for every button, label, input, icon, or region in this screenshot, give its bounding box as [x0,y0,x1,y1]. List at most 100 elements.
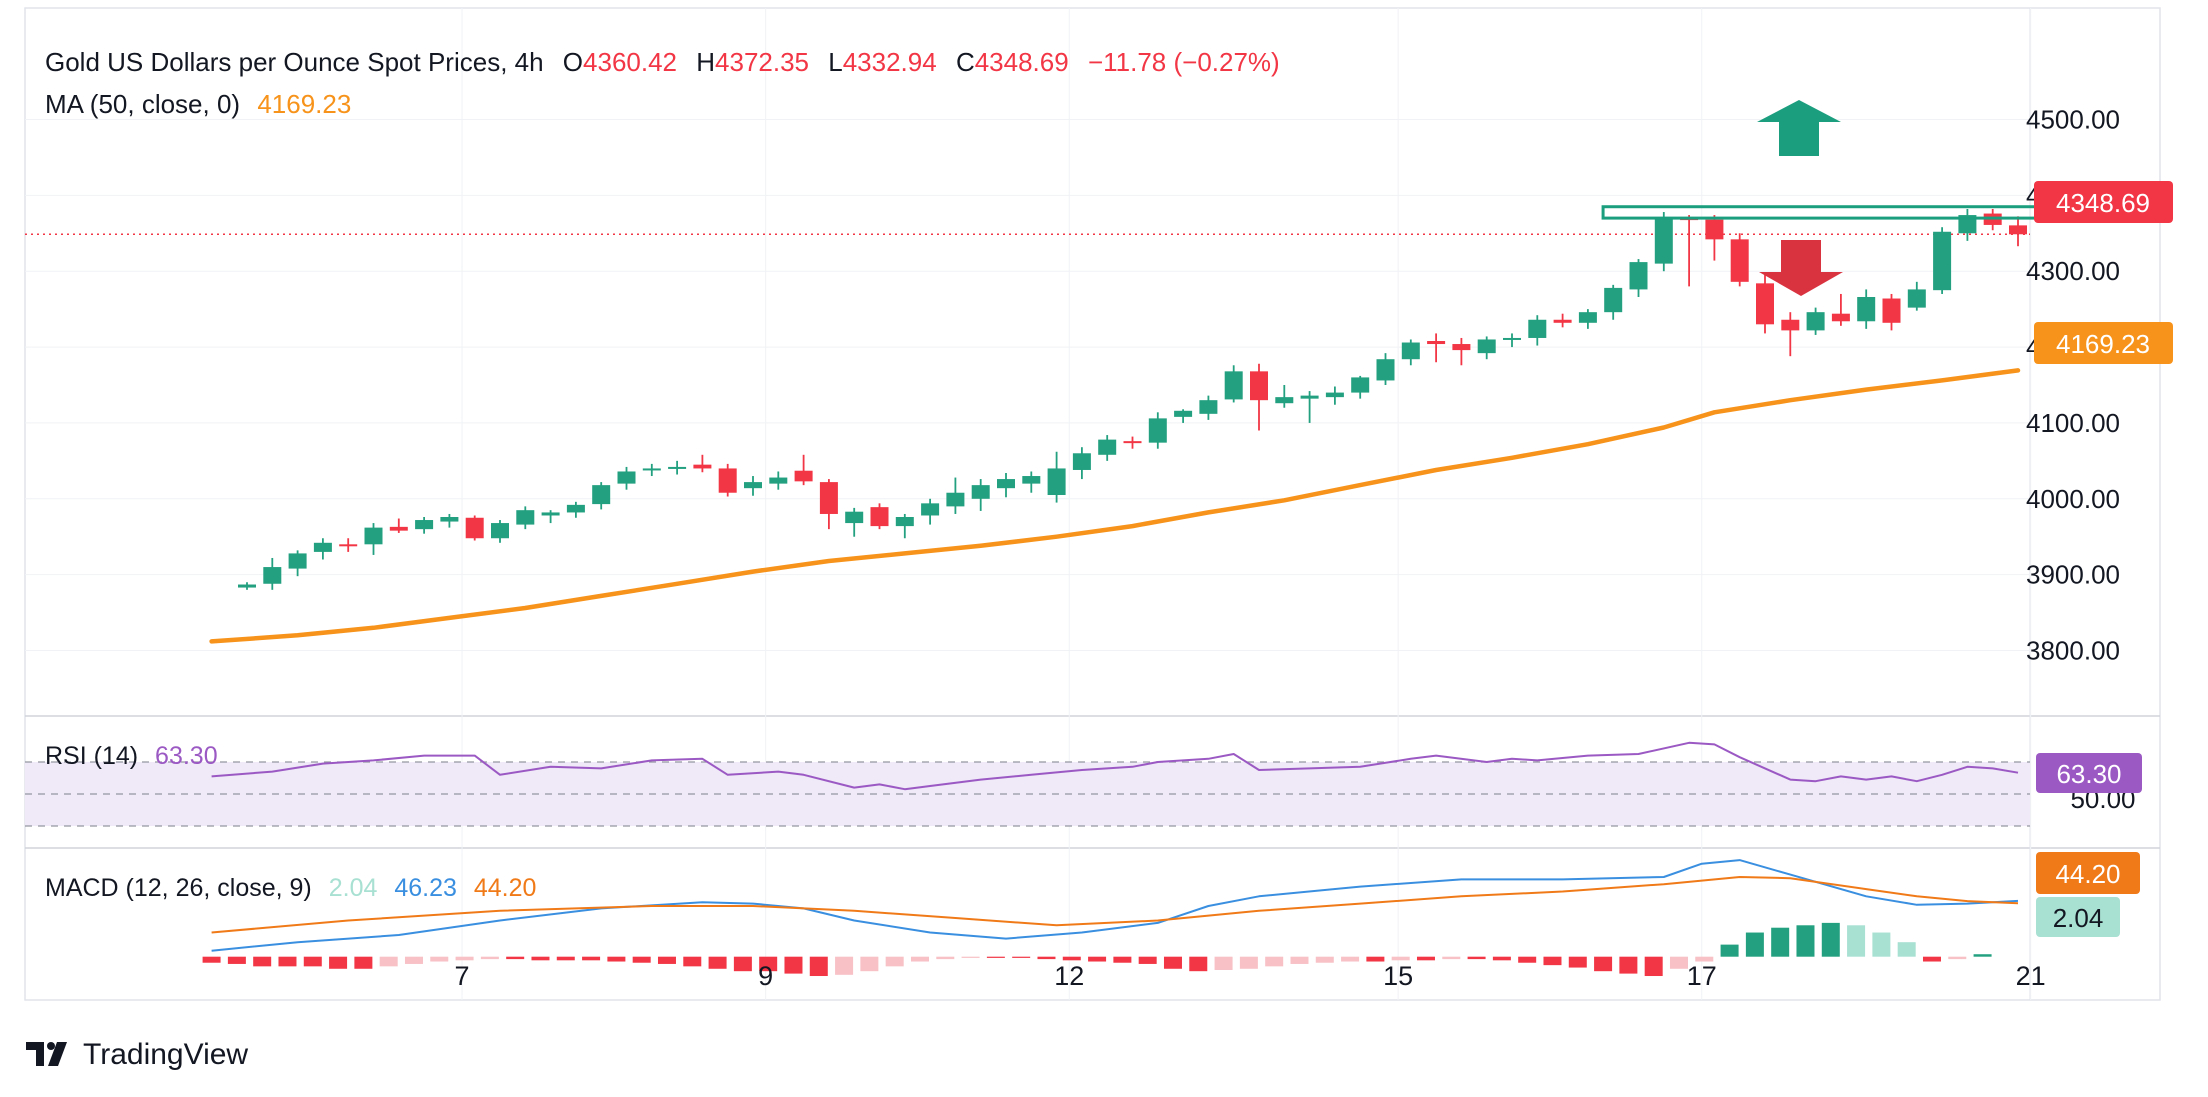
candle [389,518,408,533]
macd-histogram-bar [329,956,348,969]
macd-histogram-bar [1948,956,1967,960]
candles-layer [238,209,2027,590]
candle-body [895,517,914,527]
candle [1958,209,1977,241]
candle-body [1604,287,1623,313]
candle [238,582,256,590]
macd-histogram-bar [961,956,980,958]
candle-body [1275,397,1294,404]
macd-histogram-bar [860,956,879,972]
rsi-pane [25,741,2030,827]
candle [1553,313,1572,328]
candle [2009,216,2027,247]
last-price-badge-text: 4348.69 [2056,188,2150,218]
macd-histogram-bar [1644,956,1663,977]
macd-histogram-bar [1214,956,1233,970]
candle [1199,395,1218,420]
candle-body [668,466,687,469]
macd-histogram-bar [1467,956,1486,960]
macd-histogram-bar [986,956,1005,958]
candle-body [364,527,383,545]
candle-body [617,471,636,484]
candle [1933,227,1952,294]
ma-legend: MA (50, close, 0) 4169.23 [45,89,351,119]
ma-price-badge [2034,322,2173,364]
candle [946,477,965,514]
macd-histogram-bar [506,956,525,960]
macd-histogram-bar [1391,956,1410,961]
candle [1072,447,1091,480]
candle-body [845,511,864,524]
last-price-badge [2034,181,2173,223]
macd-histogram-bar [1518,956,1537,963]
macd-histogram-bar [1113,956,1132,963]
candle [1983,209,2002,231]
macd-histogram-bar [1265,956,1284,967]
candle-body [1300,395,1319,399]
macd-histogram-bar [607,956,626,962]
candle [1806,307,1825,335]
macd-histogram-bar [1062,956,1081,961]
candle [617,466,636,490]
candle [1401,339,1420,366]
macd-histogram-bar [1847,925,1866,957]
candle-body [1174,410,1193,417]
candle [1831,293,1850,326]
candle [1325,386,1344,405]
macd-histogram-bar [759,956,778,972]
macd-histogram-bar [809,956,828,977]
macd-legend-macd: 46.23 [394,874,457,902]
candle [1427,333,1446,363]
tradingview-logo[interactable]: TradingView [26,1038,248,1071]
price-tick-label: 4000.00 [2026,484,2120,514]
macd-histogram-bar [278,956,297,967]
macd-legend-signal: 44.20 [474,874,537,902]
price-tick-label: 4300.00 [2026,256,2120,286]
candle [819,479,838,530]
candle-body [389,526,408,531]
macd-histogram-bar [657,956,676,964]
candle-body [263,567,282,584]
candle [1756,274,1774,334]
candle-body [288,553,307,569]
candle-body [794,470,813,482]
candle-body [592,485,611,505]
rsi-legend-label: RSI (14) [45,742,138,770]
header-legend: Gold US Dollars per Ounce Spot Prices, 4… [45,47,1280,77]
candle-body [516,510,535,525]
candle [744,476,762,496]
rsi-badge [2036,753,2142,793]
macd-histogram-bar [1088,956,1107,962]
candle [288,550,307,577]
candle [364,523,383,555]
candle-body [440,517,459,522]
open-value: 4360.42 [583,47,677,77]
price-tick-label: 3900.00 [2026,560,2120,590]
candle-body [415,520,434,530]
candle [415,517,434,534]
macd-histogram-bar [1239,956,1258,969]
macd-histogram-bar [531,956,550,961]
macd-legend-label: MACD (12, 26, close, 9) [45,874,312,902]
candle-body [1224,371,1243,400]
candle-body [339,544,358,547]
candle-body [1199,400,1218,414]
macd-histogram-bar [910,956,929,962]
candle-body [1705,219,1724,240]
rsi-legend-value: 63.30 [155,742,218,770]
candle-body [693,464,712,469]
candle [1680,215,1699,287]
candle [440,513,459,528]
candle [1123,436,1142,449]
macd-histogram-bar [1416,956,1435,961]
macd-histogram-bar [1695,956,1714,962]
tradingview-logo-text: TradingView [83,1038,248,1071]
candle-body [566,504,585,513]
candle-body [1882,298,1901,323]
time-tick-label: 7 [455,961,470,991]
candle-body [921,503,940,516]
candle-body [1072,453,1091,470]
candle [921,498,940,525]
candle [1148,412,1167,449]
macd-histogram-bar [1315,956,1334,963]
